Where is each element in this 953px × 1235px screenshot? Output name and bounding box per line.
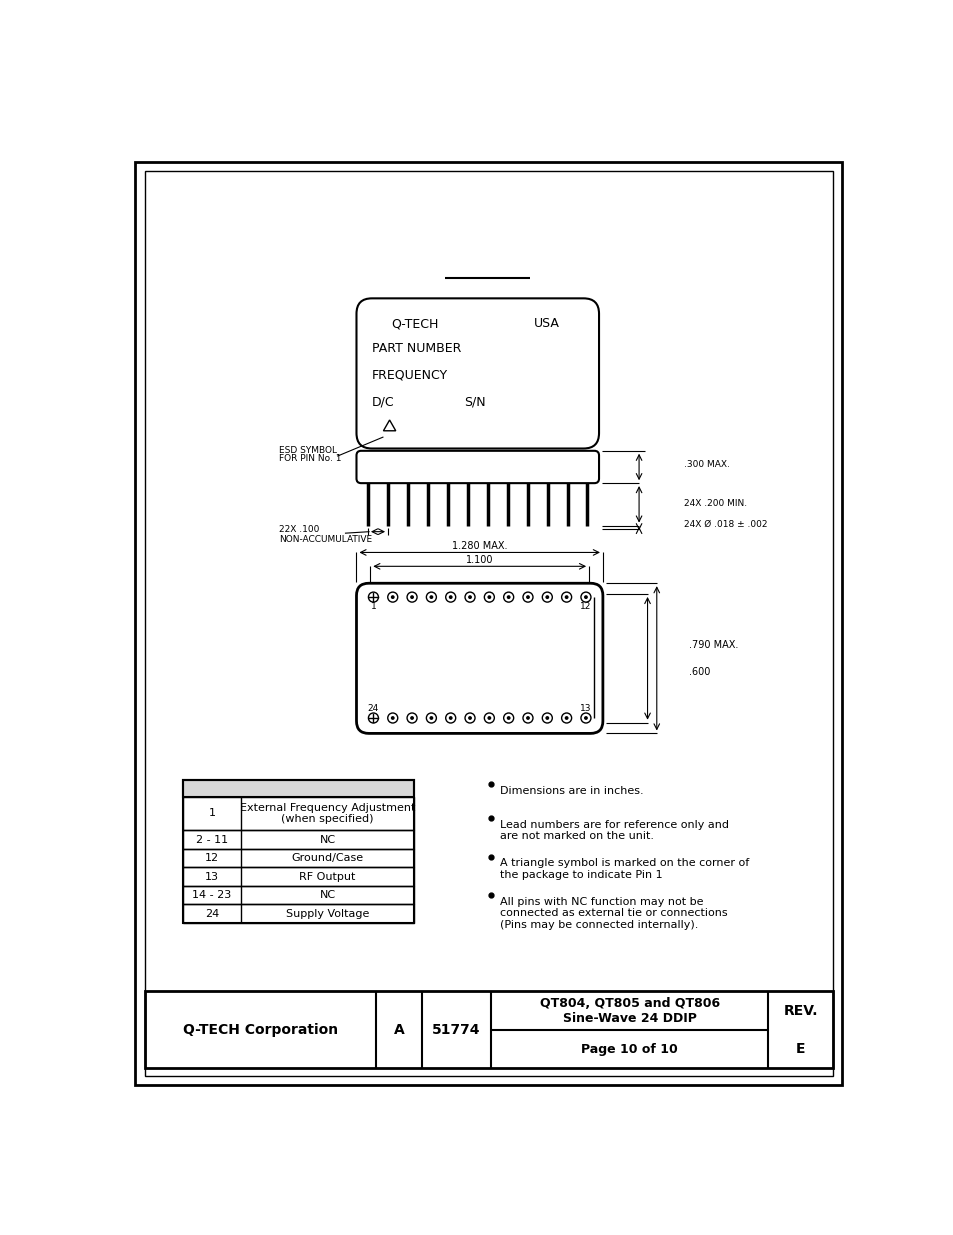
Text: S/N: S/N <box>464 395 485 409</box>
Bar <box>145 992 832 1068</box>
Circle shape <box>583 716 587 720</box>
Text: 51774: 51774 <box>432 1023 480 1037</box>
Text: FREQUENCY: FREQUENCY <box>372 369 448 382</box>
Text: NC: NC <box>319 890 335 900</box>
Circle shape <box>583 595 587 599</box>
Text: RF Output: RF Output <box>299 872 355 882</box>
Text: All pins with NC function may not be
connected as external tie or connections
(P: All pins with NC function may not be con… <box>500 897 727 930</box>
Text: 13: 13 <box>205 872 219 882</box>
Text: QT804, QT805 and QT806
Sine-Wave 24 DDIP: QT804, QT805 and QT806 Sine-Wave 24 DDIP <box>539 997 720 1025</box>
Text: 12: 12 <box>205 853 219 863</box>
Circle shape <box>429 716 433 720</box>
Text: 1.280 MAX.: 1.280 MAX. <box>452 541 507 551</box>
FancyBboxPatch shape <box>356 583 602 734</box>
Circle shape <box>448 595 452 599</box>
Text: Q-TECH Corporation: Q-TECH Corporation <box>182 1023 337 1037</box>
Text: ESD SYMBOL: ESD SYMBOL <box>279 446 337 454</box>
Circle shape <box>564 595 568 599</box>
Text: Supply Voltage: Supply Voltage <box>286 909 369 919</box>
Text: .790 MAX.: .790 MAX. <box>688 640 738 650</box>
Text: Lead numbers are for reference only and
are not marked on the unit.: Lead numbers are for reference only and … <box>500 820 729 841</box>
Text: 24X .200 MIN.: 24X .200 MIN. <box>683 499 746 509</box>
Bar <box>183 867 414 885</box>
Text: 24: 24 <box>205 909 219 919</box>
Text: .600: .600 <box>688 667 710 677</box>
Bar <box>183 904 414 923</box>
Circle shape <box>487 716 491 720</box>
Text: 1: 1 <box>209 809 215 819</box>
Text: Dimensions are in inches.: Dimensions are in inches. <box>500 785 643 795</box>
Text: USA: USA <box>533 317 558 330</box>
Circle shape <box>525 716 529 720</box>
Text: 13: 13 <box>579 704 591 714</box>
Text: 1.100: 1.100 <box>465 556 493 566</box>
Text: 2 - 11: 2 - 11 <box>196 835 228 845</box>
FancyBboxPatch shape <box>356 451 598 483</box>
Circle shape <box>391 716 395 720</box>
Text: Page 10 of 10: Page 10 of 10 <box>580 1042 678 1056</box>
Circle shape <box>468 595 472 599</box>
Text: External Frequency Adjustment
(when specified): External Frequency Adjustment (when spec… <box>239 803 415 824</box>
Circle shape <box>564 716 568 720</box>
Text: 22X .100: 22X .100 <box>279 525 319 534</box>
Text: A: A <box>393 1023 404 1037</box>
Bar <box>183 797 414 830</box>
Circle shape <box>391 595 395 599</box>
Text: NON-ACCUMULATIVE: NON-ACCUMULATIVE <box>279 535 373 543</box>
Circle shape <box>448 716 452 720</box>
Text: PART NUMBER: PART NUMBER <box>372 342 461 354</box>
Bar <box>183 779 414 797</box>
Bar <box>183 885 414 904</box>
Circle shape <box>410 716 414 720</box>
Circle shape <box>410 595 414 599</box>
Text: 24X Ø .018 ± .002: 24X Ø .018 ± .002 <box>683 520 766 529</box>
Bar <box>183 779 414 923</box>
Text: 24: 24 <box>368 704 378 714</box>
Text: Ground/Case: Ground/Case <box>292 853 363 863</box>
Text: REV.: REV. <box>782 1004 817 1018</box>
Text: 12: 12 <box>579 601 591 611</box>
Text: Q-TECH: Q-TECH <box>391 317 438 330</box>
Bar <box>183 830 414 848</box>
Circle shape <box>487 595 491 599</box>
Circle shape <box>525 595 529 599</box>
Text: FOR PIN No. 1: FOR PIN No. 1 <box>279 454 341 463</box>
Text: NC: NC <box>319 835 335 845</box>
Circle shape <box>506 595 510 599</box>
Text: A triangle symbol is marked on the corner of
the package to indicate Pin 1: A triangle symbol is marked on the corne… <box>500 858 749 879</box>
Circle shape <box>468 716 472 720</box>
Circle shape <box>545 595 549 599</box>
Text: E: E <box>795 1042 804 1056</box>
Bar <box>183 848 414 867</box>
Text: 1: 1 <box>370 601 375 611</box>
Circle shape <box>545 716 549 720</box>
Text: D/C: D/C <box>372 395 395 409</box>
Circle shape <box>506 716 510 720</box>
Text: 14 - 23: 14 - 23 <box>193 890 232 900</box>
Text: .300 MAX.: .300 MAX. <box>683 461 729 469</box>
Circle shape <box>429 595 433 599</box>
